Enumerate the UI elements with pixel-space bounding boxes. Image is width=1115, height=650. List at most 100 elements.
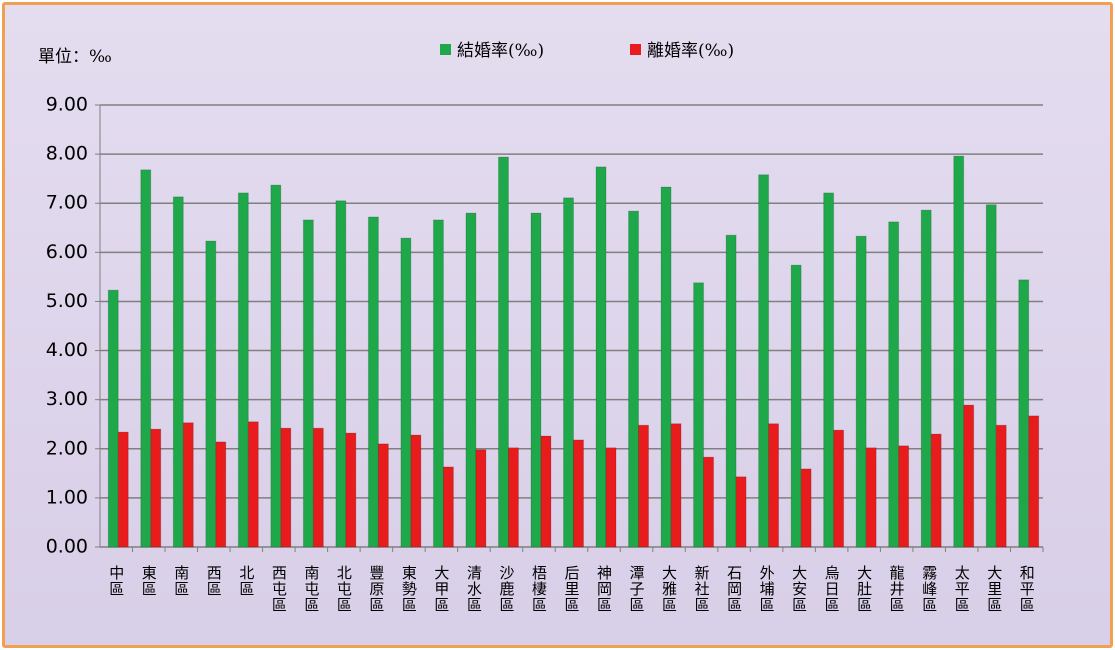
- bar: [800, 468, 812, 548]
- bar: [573, 439, 584, 548]
- x-tick-label: 中區: [107, 565, 125, 597]
- x-tick-label: 北屯區: [335, 565, 353, 613]
- bar: [117, 431, 129, 548]
- bar: [302, 219, 314, 548]
- x-tick-label: 梧棲區: [530, 565, 548, 613]
- bar: [930, 433, 942, 548]
- legend-label: 離婚率(‰): [647, 41, 734, 61]
- bar: [377, 443, 389, 548]
- x-tick-label: 西屯區: [270, 565, 288, 613]
- bar: [725, 234, 737, 548]
- bar: [410, 434, 422, 548]
- bar: [865, 447, 877, 548]
- bar: [475, 449, 487, 548]
- legend-label: 結婚率(‰): [457, 41, 544, 61]
- y-tick-label: 2.00: [46, 437, 88, 459]
- bar: [855, 235, 867, 548]
- x-tick-label: 后里區: [563, 565, 581, 613]
- bar: [247, 421, 259, 548]
- bar: [1028, 415, 1040, 548]
- bar: [920, 209, 932, 548]
- bar: [205, 240, 217, 548]
- y-tick-label: 0.00: [46, 536, 88, 558]
- bar: [628, 210, 640, 548]
- y-tick-label: 6.00: [46, 241, 88, 263]
- y-tick-label: 7.00: [46, 192, 88, 214]
- x-tick-label: 南屯區: [302, 565, 320, 613]
- bar: [660, 186, 672, 548]
- bar: [507, 447, 519, 548]
- x-tick-label: 霧峰區: [920, 565, 938, 613]
- bar: [985, 204, 997, 548]
- bar: [312, 427, 324, 548]
- x-tick-label: 大甲區: [432, 565, 450, 613]
- bar: [823, 192, 835, 548]
- bar: [367, 216, 379, 548]
- x-tick-label: 沙鹿區: [497, 565, 515, 613]
- bar: [465, 212, 477, 548]
- x-tick-label: 東勢區: [400, 565, 418, 613]
- bar: [563, 197, 574, 548]
- bar: [270, 184, 282, 548]
- legend-swatch: [440, 44, 451, 55]
- bar: [605, 447, 617, 548]
- bar: [215, 441, 227, 548]
- bar: [833, 429, 845, 548]
- bar: [768, 423, 780, 548]
- bar: [898, 445, 910, 548]
- y-tick-label: 8.00: [46, 143, 88, 165]
- bar: [497, 156, 509, 548]
- y-tick-label: 3.00: [46, 388, 88, 410]
- bar: [400, 237, 412, 548]
- x-tick-label: 大肚區: [855, 565, 873, 613]
- bar: [107, 289, 119, 548]
- x-tick-label: 西區: [205, 565, 223, 597]
- y-tick-label: 9.00: [46, 94, 88, 116]
- bar: [530, 212, 542, 548]
- bar: [335, 200, 347, 548]
- bar: [1018, 279, 1030, 548]
- bar: [237, 192, 249, 548]
- bar: [758, 174, 770, 548]
- bar: [995, 424, 1007, 548]
- x-tick-label: 東區: [140, 565, 158, 597]
- bar: [345, 432, 357, 548]
- y-tick-label: 1.00: [46, 486, 88, 508]
- bar: [790, 264, 802, 548]
- bar: [693, 282, 705, 548]
- legend-swatch: [630, 44, 641, 55]
- x-tick-label: 豐原區: [367, 565, 385, 613]
- bar: [735, 476, 747, 548]
- x-tick-label: 大雅區: [660, 565, 678, 613]
- x-tick-label: 和平區: [1018, 565, 1036, 613]
- x-tick-label: 新社區: [693, 565, 711, 613]
- x-tick-label: 神岡區: [595, 565, 613, 613]
- x-tick-label: 南區: [172, 565, 190, 597]
- x-tick-label: 外埔區: [758, 565, 776, 613]
- bar: [182, 422, 194, 548]
- y-tick-label: 4.00: [46, 339, 88, 361]
- bar: [150, 428, 162, 548]
- x-tick-label: 潭子區: [628, 565, 646, 613]
- x-tick-label: 石岡區: [725, 565, 743, 613]
- bar: [703, 456, 715, 548]
- bar: [595, 166, 607, 548]
- bar: [172, 196, 184, 548]
- x-tick-label: 太平區: [953, 565, 971, 613]
- bar: [953, 155, 965, 548]
- bar: [670, 423, 682, 548]
- bar: [540, 435, 552, 548]
- x-tick-label: 龍井區: [888, 565, 906, 613]
- bar: [432, 219, 444, 548]
- x-tick-label: 大安區: [790, 565, 808, 613]
- bar: [638, 424, 650, 548]
- y-tick-label: 5.00: [46, 290, 88, 312]
- x-tick-label: 清水區: [465, 565, 483, 613]
- bar: [442, 466, 454, 548]
- x-tick-label: 烏日區: [823, 565, 841, 613]
- unit-annotation: 單位：‰: [38, 47, 112, 67]
- x-tick-label: 北區: [237, 565, 255, 597]
- bar: [888, 221, 900, 548]
